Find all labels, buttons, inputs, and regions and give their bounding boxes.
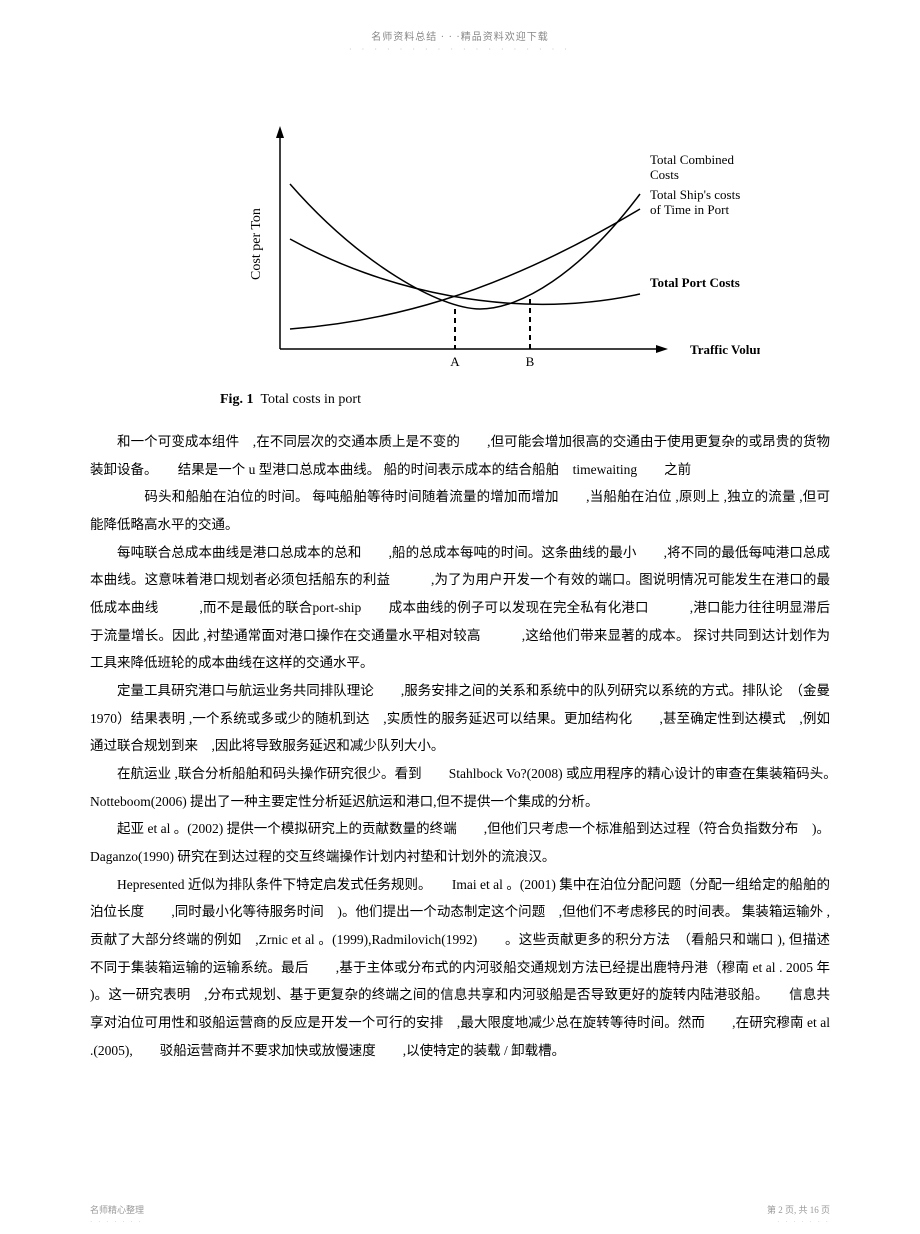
footer-dots-right: · · · · · · · [777, 1218, 830, 1226]
footer-dots-left: · · · · · · · [90, 1218, 143, 1226]
figure-caption-prefix: Fig. 1 [220, 392, 253, 407]
paragraph-1: 和一个可变成本组件 ,在不同层次的交通本质上是不变的 ,但可能会增加很高的交通由… [90, 428, 830, 483]
curve-ship-costs [290, 209, 640, 329]
label-total-combined-2: Costs [650, 167, 679, 182]
x-axis-arrow [656, 345, 668, 353]
marker-a: A [450, 354, 460, 369]
paragraph-7: Hepresented 近似为排队条件下特定启发式任务规则。 Imai et a… [90, 871, 830, 1065]
figure-caption-text: Total costs in port [260, 392, 361, 407]
paragraph-2: 码头和船舶在泊位的时间。 每吨船舶等待时间随着流量的增加而增加 ,当船舶在泊位 … [90, 483, 830, 538]
paragraph-4: 定量工具研究港口与航运业务共同排队理论 ,服务安排之间的关系和系统中的队列研究以… [90, 677, 830, 760]
x-axis-label: Traffic Volume [690, 342, 760, 357]
label-port-costs: Total Port Costs [650, 275, 740, 290]
footer-left: 名师精心整理 [90, 1203, 144, 1216]
body-text: 和一个可变成本组件 ,在不同层次的交通本质上是不变的 ,但可能会增加很高的交通由… [90, 428, 830, 1064]
header-dots: · · · · · · · · · · · · · · · · · · [90, 45, 830, 54]
figure-caption: Fig. 1 Total costs in port [220, 392, 760, 408]
label-total-combined-1: Total Combined [650, 152, 734, 167]
paragraph-3: 每吨联合总成本曲线是港口总成本的总和 ,船的总成本每吨的时间。这条曲线的最小 ,… [90, 539, 830, 677]
curve-port-costs [290, 239, 640, 304]
label-ship-costs-2: of Time in Port [650, 202, 729, 217]
header-text: 名师资料总结 · · ·精品资料欢迎下载 [90, 20, 830, 43]
cost-chart-svg: Cost per Ton Traffic Volume A B Total Co… [160, 104, 760, 384]
paragraph-6: 起亚 et al 。(2002) 提供一个模拟研究上的贡献数量的终端 ,但他们只… [90, 815, 830, 870]
marker-b: B [526, 354, 535, 369]
paragraph-5: 在航运业 ,联合分析船舶和码头操作研究很少。看到 Stahlbock Vo?(2… [90, 760, 830, 815]
curve-total-combined [290, 184, 640, 309]
footer-right: 第 2 页, 共 16 页 [767, 1203, 830, 1216]
label-ship-costs-1: Total Ship's costs [650, 187, 740, 202]
y-axis-arrow [276, 126, 284, 138]
y-axis-label: Cost per Ton [249, 208, 264, 280]
figure-1: Cost per Ton Traffic Volume A B Total Co… [160, 104, 760, 408]
